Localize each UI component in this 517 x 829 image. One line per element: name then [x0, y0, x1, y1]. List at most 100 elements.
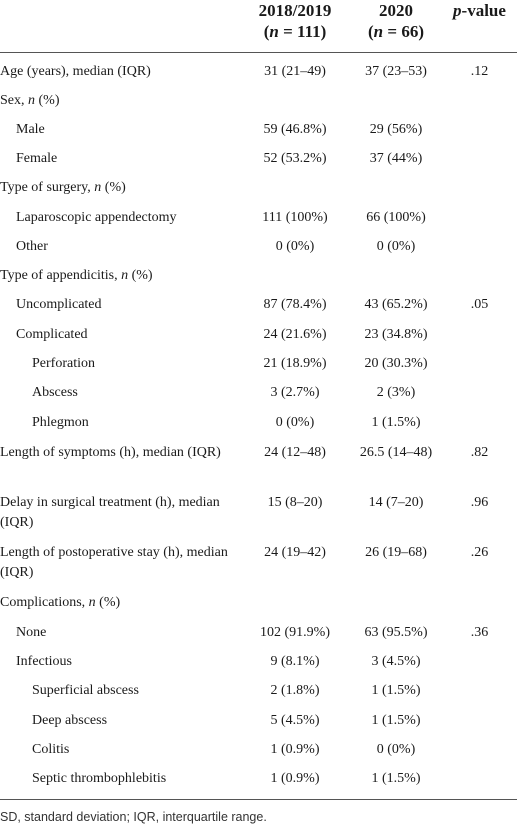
table-row: Abscess 3 (2.7%) 2 (3%): [0, 383, 517, 413]
cell-2018-2019: 31 (21–49): [264, 64, 326, 79]
cell-2018-2019: 24 (12–48): [264, 445, 326, 460]
header-col-2020-year: 2020: [379, 1, 413, 20]
table-row: Delay in surgical treatment (h), median …: [0, 493, 517, 543]
cell-2018-2019: 15 (8–20): [267, 495, 323, 510]
row-label: Laparoscopic appendectomy: [16, 210, 177, 225]
cell-2020: 66 (100%): [366, 210, 426, 225]
cell-2020: 1 (1.5%): [371, 415, 421, 430]
table-row: Phlegmon 0 (0%) 1 (1.5%): [0, 413, 517, 443]
table-row: Type of surgery, n (%): [0, 178, 517, 208]
table-row: Colitis 1 (0.9%) 0 (0%): [0, 740, 517, 769]
cell-2020: 1 (1.5%): [371, 771, 421, 786]
bottom-rule: [0, 799, 517, 800]
cell-2018-2019: 3 (2.7%): [270, 385, 320, 400]
cell-2018-2019: 5 (4.5%): [270, 713, 320, 728]
row-label: Uncomplicated: [16, 297, 102, 312]
row-label: Complicated: [16, 327, 88, 342]
cell-2020: 23 (34.8%): [364, 327, 428, 342]
cell-p-value: .26: [470, 545, 489, 560]
table-row: Sex, n (%): [0, 91, 517, 120]
row-label: Colitis: [32, 742, 70, 757]
cell-2018-2019: 0 (0%): [275, 239, 315, 254]
row-label: Type of surgery, n (%): [0, 180, 126, 195]
cell-2018-2019: 24 (21.6%): [263, 327, 327, 342]
header-col-2020: 2020 (n = 66): [350, 0, 442, 42]
table-row: Age (years), median (IQR) 31 (21–49) 37 (2…: [0, 62, 517, 91]
cell-2018-2019: 24 (19–42): [264, 545, 326, 560]
cell-2020: 20 (30.3%): [364, 356, 428, 371]
cell-2020: 63 (95.5%): [364, 625, 428, 640]
row-label: Delay in surgical treatment (h), median …: [0, 495, 220, 530]
cell-2020: 1 (1.5%): [371, 683, 421, 698]
cell-2020: 0 (0%): [376, 742, 416, 757]
cell-2020: 2 (3%): [376, 385, 416, 400]
row-label: Complications, n (%): [0, 595, 121, 610]
table-row: Perforation 21 (18.9%) 20 (30.3%): [0, 354, 517, 383]
cell-p-value: .36: [470, 625, 489, 640]
table-row: Length of postoperative stay (h), median…: [0, 543, 517, 593]
table-row: Complicated 24 (21.6%) 23 (34.8%): [0, 325, 517, 354]
row-label: Length of postoperative stay (h), median…: [0, 545, 228, 580]
table-row: Laparoscopic appendectomy 111 (100%) 66 (1…: [0, 208, 517, 237]
cell-p-value: .82: [470, 445, 489, 460]
table-row: None 102 (91.9%) 63 (95.5%) .36: [0, 623, 517, 652]
cell-2018-2019: 21 (18.9%): [263, 356, 327, 371]
row-label: Septic thrombophlebitis: [32, 771, 167, 786]
row-label: Other: [16, 239, 48, 254]
cell-2018-2019: 2 (1.8%): [270, 683, 320, 698]
cell-2018-2019: 102 (91.9%): [260, 625, 330, 640]
header-col-2018-2019-n: (n = 111): [263, 22, 327, 41]
cell-2018-2019: 111 (100%): [262, 210, 328, 225]
table-row: Superficial abscess 2 (1.8%) 1 (1.5%): [0, 681, 517, 711]
cell-2020: 1 (1.5%): [371, 713, 421, 728]
row-label: Infectious: [16, 654, 72, 669]
table-row: Uncomplicated 87 (78.4%) 43 (65.2%) .05: [0, 295, 517, 325]
table-footnote: SD, standard deviation; IQR, interquarti…: [0, 810, 267, 824]
row-label: None: [16, 625, 47, 640]
row-label: Abscess: [32, 385, 78, 400]
row-label: Perforation: [32, 356, 95, 371]
row-label: Type of appendicitis, n (%): [0, 268, 153, 283]
row-label: Female: [16, 151, 58, 166]
cell-2020: 29 (56%): [369, 122, 423, 137]
row-label: Male: [16, 122, 45, 137]
cell-2020: 14 (7–20): [368, 495, 424, 510]
cell-2020: 37 (23–53): [365, 64, 427, 79]
cell-2018-2019: 1 (0.9%): [270, 742, 320, 757]
header-col-p-value: p-value: [453, 1, 506, 20]
cell-2018-2019: 59 (46.8%): [263, 122, 327, 137]
cell-2018-2019: 87 (78.4%): [263, 297, 327, 312]
cell-p-value: .96: [470, 495, 489, 510]
cell-2018-2019: 0 (0%): [275, 415, 315, 430]
cell-2018-2019: 52 (53.2%): [263, 151, 327, 166]
table-row: Type of appendicitis, n (%): [0, 266, 517, 295]
cell-2020: 37 (44%): [369, 151, 423, 166]
table-row: Infectious 9 (8.1%) 3 (4.5%): [0, 652, 517, 681]
header-col-2018-2019: 2018/2019 (n = 111): [243, 0, 347, 42]
cell-2020: 26.5 (14–48): [359, 445, 433, 460]
header-col-2020-n: (n = 66): [368, 22, 424, 41]
table-row: Female 52 (53.2%) 37 (44%): [0, 149, 517, 178]
table-row: Other 0 (0%) 0 (0%): [0, 237, 517, 266]
row-label: Superficial abscess: [32, 683, 139, 698]
row-label: Deep abscess: [32, 713, 108, 728]
cell-2018-2019: 1 (0.9%): [270, 771, 320, 786]
cell-p-value: .05: [470, 297, 489, 312]
table-row: Complications, n (%): [0, 593, 517, 623]
cell-2020: 26 (19–68): [365, 545, 427, 560]
table-header: 2018/2019 (n = 111) 2020 (n = 66) p-valu…: [0, 0, 517, 48]
header-rule: [0, 52, 517, 53]
cell-2020: 0 (0%): [376, 239, 416, 254]
row-label: Length of symptoms (h), median (IQR): [0, 445, 221, 460]
row-label: Sex, n (%): [0, 93, 60, 108]
table-row: Deep abscess 5 (4.5%) 1 (1.5%): [0, 711, 517, 740]
cell-2018-2019: 9 (8.1%): [270, 654, 320, 669]
cell-p-value: .12: [470, 64, 489, 79]
cell-2020: 3 (4.5%): [371, 654, 421, 669]
cell-2020: 43 (65.2%): [364, 297, 428, 312]
row-label: Phlegmon: [32, 415, 89, 430]
table-row: Septic thrombophlebitis 1 (0.9%) 1 (1.5%): [0, 769, 517, 798]
header-col-2018-2019-year: 2018/2019: [258, 1, 332, 20]
table-row: Male 59 (46.8%) 29 (56%): [0, 120, 517, 149]
row-label: Age (years), median (IQR): [0, 64, 151, 79]
